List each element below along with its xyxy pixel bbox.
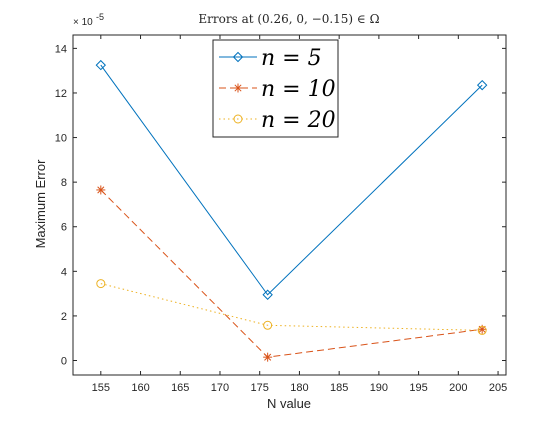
data-point [95,59,107,71]
x-tick-label: 155 [92,382,110,394]
asterisk-stroke [264,353,272,361]
data-point [96,185,106,195]
series-2 [96,185,487,362]
series-line [100,64,483,296]
asterisk-stroke [234,84,242,92]
x-tick-label: 175 [251,382,269,394]
y-tick-label: 6 [61,222,67,234]
x-tick-label: 200 [449,382,467,394]
data-point [477,325,487,335]
x-tick-label: 190 [370,382,388,394]
y-exponent-base: × 10 [73,17,93,28]
legend-label: n = 5 [261,46,322,71]
series-1 [95,59,488,300]
legend-marker [232,51,244,63]
x-tick-label: 170 [211,382,229,394]
y-tick-label: 2 [61,311,67,323]
legend-entry: n = 10 [219,77,336,102]
y-tick-label: 8 [61,177,67,189]
y-tick-label: 4 [61,266,67,278]
x-tick-label: 180 [290,382,308,394]
y-tick-label: 14 [55,43,67,55]
y-axis-label: Maximum Error [33,159,48,249]
y-exponent-power: -5 [96,12,104,22]
plot-frame [72,34,507,376]
y-tick-label: 10 [55,133,67,145]
legend: n = 5 n = 10 n = 20 [212,39,339,138]
data-point [96,279,106,289]
series-line [100,189,483,358]
data-point [476,79,488,91]
data-point [263,352,273,362]
legend-marker [233,83,243,93]
asterisk-stroke [97,186,105,194]
series-layer [95,59,488,362]
x-tick-label: 205 [489,382,507,394]
x-tick-label: 185 [330,382,348,394]
chart-title: Errors at (0.26, 0, −0.15) ∈ Ω [198,12,379,26]
x-tick-label: 165 [171,382,189,394]
legend-entry: n = 5 [219,46,322,71]
legend-marker [233,114,243,124]
series-line [100,283,483,331]
series-3 [96,279,487,335]
legend-label: n = 10 [261,77,336,102]
axes: 155 160 165 170 175 180 185 190 195 200 205 0 2 4 6 8 10… [55,34,507,394]
x-tick-label: 195 [409,382,427,394]
y-tick-label: 12 [55,88,67,100]
y-tick-label: 0 [61,356,67,368]
y-axis-exponent: × 10 -5 [73,12,104,28]
data-point [262,289,273,300]
legend-label: n = 20 [261,108,336,133]
x-tick-label: 160 [131,382,149,394]
data-point [263,320,273,330]
x-axis-label: N value [267,396,311,411]
legend-entry: n = 20 [219,108,336,133]
